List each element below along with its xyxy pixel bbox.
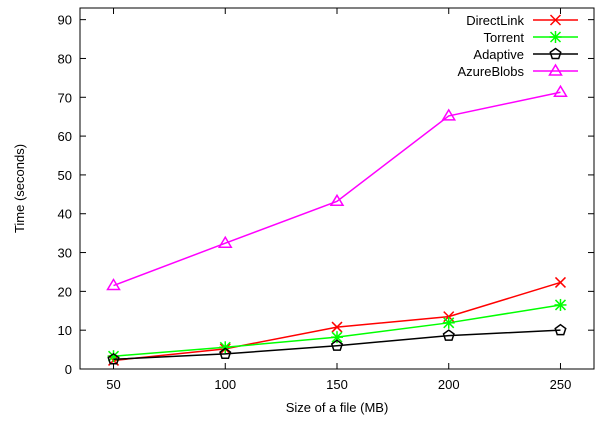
data-point [219,347,232,360]
legend-label: Torrent [484,30,525,45]
y-tick-label: 90 [58,13,72,28]
series-line [113,281,561,362]
y-tick-label: 20 [58,284,72,299]
data-point [329,193,345,207]
series-line [113,329,561,361]
data-point [553,84,568,97]
x-tick-label: 150 [326,377,348,392]
y-tick-label: 70 [58,90,72,105]
series-line [113,304,561,357]
legend-item: DirectLink [466,13,578,28]
y-tick-label: 40 [58,207,72,222]
legend-label: AzureBlobs [458,64,525,79]
y-tick-label: 50 [58,168,72,183]
legend-label: DirectLink [466,13,524,28]
legend: DirectLink Torrent Adaptive AzureBlobs [458,13,578,79]
x-tick-label: 100 [214,377,236,392]
y-tick-label: 30 [58,246,72,261]
data-point [554,298,567,311]
legend-item: AzureBlobs [458,63,578,79]
y-tick-label: 80 [58,51,72,66]
data-point [106,278,121,291]
x-axis-title: Size of a file (MB) [286,400,389,415]
plot-frame [79,7,595,370]
series-torrent [107,298,567,363]
legend-item: Adaptive [473,47,578,62]
data-point [331,321,343,333]
legend-marker [548,63,563,76]
data-point [554,276,567,288]
legend-marker [549,47,562,60]
legend-label: Adaptive [473,47,524,62]
data-point [217,235,233,248]
data-point [107,352,120,365]
series-adaptive [107,323,567,365]
series-azureblobs [106,84,568,291]
y-tick-label: 10 [58,323,72,338]
series-line [113,91,561,287]
data-point [330,339,344,351]
y-axis-title: Time (seconds) [12,144,27,233]
data-point [442,329,455,341]
x-tick-label: 50 [106,377,120,392]
series-lines [106,84,568,366]
data-point [442,316,455,329]
series-directlink [107,276,567,366]
x-tick-label: 250 [550,377,572,392]
x-tick-label: 200 [438,377,460,392]
data-point [554,323,567,336]
data-point [331,331,343,344]
data-point [441,108,457,121]
legend-marker [549,31,562,43]
y-tick-label: 0 [65,362,72,377]
plot-border [79,7,595,370]
axis-ticks: 50 100 150 200 250 0 10 20 30 40 50 60 70 80 90 [58,8,594,392]
y-tick-label: 60 [58,129,72,144]
legend-item: Torrent [484,30,578,45]
legend-marker [549,14,562,26]
